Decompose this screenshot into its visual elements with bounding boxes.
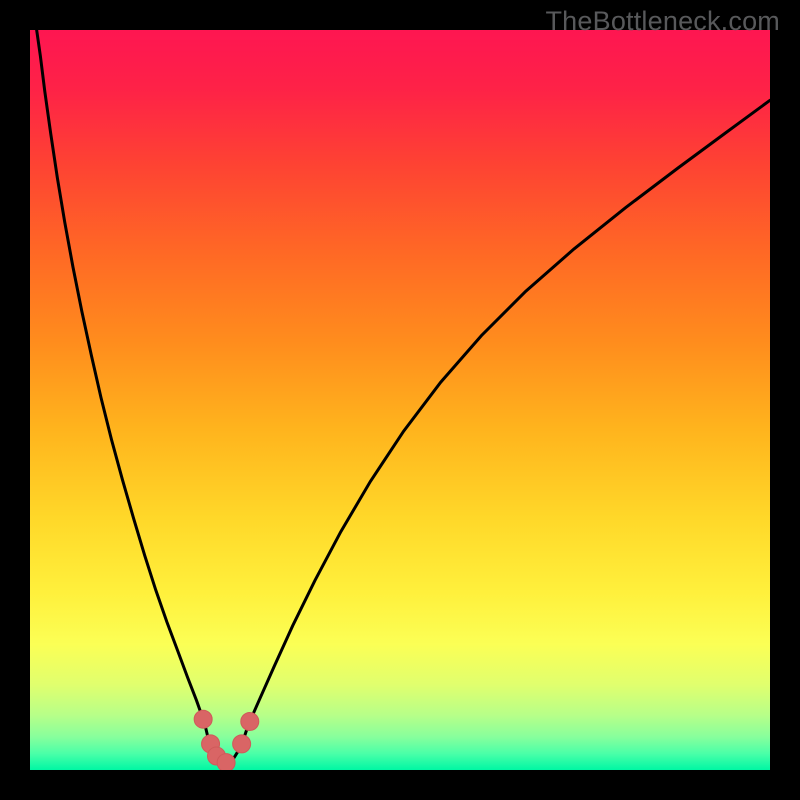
optimum-marker [233,735,251,753]
chart-root: TheBottleneck.com [0,0,800,800]
plot-area [30,30,770,770]
gradient-background [30,30,770,770]
optimum-marker [217,754,235,770]
optimum-marker [194,710,212,728]
watermark-text: TheBottleneck.com [545,6,780,37]
plot-svg [30,30,770,770]
optimum-marker [241,713,259,731]
